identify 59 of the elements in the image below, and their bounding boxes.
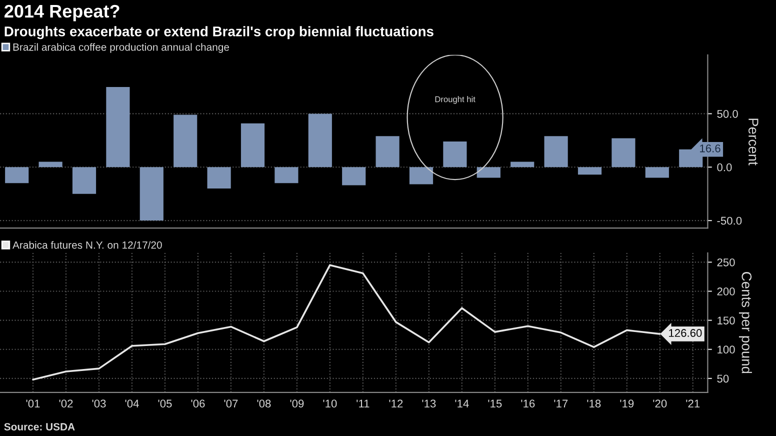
- bar: [578, 167, 602, 175]
- bar: [443, 141, 467, 168]
- legend-label: Arabica futures N.Y. on 12/17/20: [12, 241, 162, 249]
- bar: [5, 167, 29, 184]
- bar: [207, 167, 231, 188]
- x-tick-label: '08: [257, 400, 271, 408]
- x-tick-label: '12: [389, 400, 403, 408]
- x-tick-label: '04: [125, 400, 139, 408]
- x-tick-label: '07: [224, 400, 238, 408]
- bar: [140, 167, 164, 221]
- data-label: 126.60: [669, 329, 702, 337]
- bar: [72, 167, 96, 194]
- x-tick-label: '18: [587, 400, 601, 408]
- y-tick-label: 100: [718, 346, 735, 354]
- bar: [645, 167, 669, 178]
- x-tick-label: '15: [488, 400, 502, 408]
- x-tick-label: '09: [290, 400, 304, 408]
- x-tick-label: '13: [422, 400, 436, 408]
- chart-title: 2014 Repeat?: [4, 4, 120, 22]
- bar: [38, 162, 62, 168]
- y-tick-label: 150: [718, 316, 735, 324]
- bar: [106, 86, 130, 168]
- bar: [342, 167, 366, 186]
- source-note: Source: USDA: [4, 423, 75, 430]
- x-tick-label: '02: [59, 400, 73, 408]
- bar: [476, 167, 500, 178]
- y-axis-title: Cents per pound: [738, 272, 752, 374]
- x-tick-label: '06: [191, 400, 205, 408]
- y-tick-label: 250: [717, 258, 735, 266]
- bar: [409, 167, 434, 184]
- bar: [240, 123, 265, 168]
- bar: [308, 114, 332, 168]
- chart-subtitle: Droughts exacerbate or extend Brazil's crop biennial fluctuations: [4, 26, 434, 40]
- bar: [544, 136, 568, 168]
- x-tick-label: '05: [158, 400, 172, 408]
- x-tick-label: '11: [356, 400, 370, 408]
- x-tick-label: '10: [323, 400, 337, 408]
- legend-label: Brazil arabica coffee production annual change: [13, 43, 230, 53]
- data-label: 16.6: [700, 144, 720, 152]
- y-tick-label: 50: [717, 374, 729, 383]
- bar: [274, 167, 298, 184]
- bar: [612, 138, 636, 168]
- bar: [174, 114, 198, 168]
- y-tick-label: 200: [717, 288, 735, 296]
- x-tick-label: '14: [455, 400, 469, 408]
- y-tick-label: 0.0: [717, 163, 732, 172]
- x-tick-label: '20: [653, 400, 667, 408]
- bar: [376, 136, 400, 168]
- x-tick-label: '01: [26, 400, 40, 408]
- annotation: Drought hit: [435, 96, 476, 104]
- bar: [510, 162, 534, 168]
- y-tick-label: 50.0: [717, 110, 738, 118]
- x-tick-label: '19: [620, 400, 634, 408]
- x-tick-label: '17: [554, 400, 568, 408]
- y-tick-label: -50.0: [717, 216, 742, 225]
- x-tick-label: '16: [521, 400, 535, 408]
- y-axis-title: Percent: [748, 118, 758, 166]
- x-tick-label: '03: [92, 400, 106, 408]
- x-tick-label: '21: [686, 400, 700, 408]
